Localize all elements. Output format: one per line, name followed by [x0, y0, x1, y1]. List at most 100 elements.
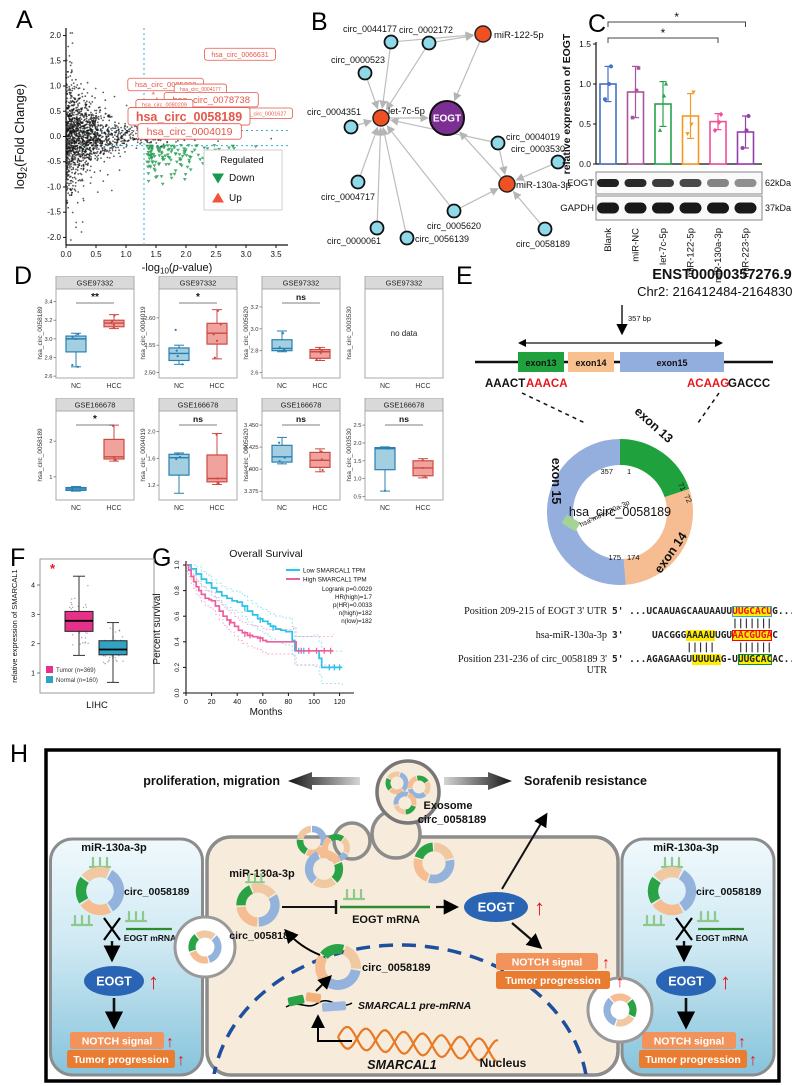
svg-text:hsa_circ_0005620: hsa_circ_0005620 [243, 306, 250, 360]
svg-text:circ_0044177: circ_0044177 [343, 24, 397, 34]
floating-circrnas [296, 825, 455, 889]
svg-text:hsa_circ_0005332: hsa_circ_0005332 [135, 80, 196, 89]
alignment-sequence: ||||||| [612, 618, 773, 629]
svg-text:1: 1 [627, 467, 631, 476]
svg-text:2.6: 2.6 [44, 374, 52, 380]
svg-text:Nucleus: Nucleus [480, 1056, 527, 1070]
alignment-seq-segment: UGU [714, 630, 733, 641]
svg-text:NOTCH signal: NOTCH signal [512, 957, 583, 969]
svg-text:3.0: 3.0 [44, 337, 52, 343]
svg-text:hsa_circ_0058189: hsa_circ_0058189 [37, 306, 44, 360]
alignment-seq-segment: 5' ...UCAAUAGCAAUAAUU [612, 606, 733, 617]
membrane-channels [173, 915, 654, 1044]
svg-text:3.2: 3.2 [44, 318, 52, 324]
subplot: GSE97332 hsa_circ_0058189 NC HCC 2.6 2.8 3.0 3.… [37, 276, 135, 390]
node-circrna [383, 34, 399, 50]
volcano-points [65, 32, 273, 241]
svg-text:3.0: 3.0 [240, 250, 252, 259]
svg-text:hsa_circ_0066631: hsa_circ_0066631 [211, 52, 268, 59]
svg-text:1.0: 1.0 [50, 82, 62, 91]
svg-text:1.5: 1.5 [353, 459, 361, 465]
alignment-seq-segment: 5' ...AGAGAAGU [612, 654, 693, 665]
svg-text:circ_0004717: circ_0004717 [321, 192, 375, 202]
network-nodes: circ_0044177 circ_0002172 miR-122-5p circ_0… [307, 24, 571, 249]
svg-text:EOGT: EOGT [96, 975, 132, 989]
svg-text:Down: Down [229, 173, 255, 184]
svg-text:2.0: 2.0 [147, 429, 155, 435]
svg-text:hsa_circ_0003530: hsa_circ_0003530 [346, 428, 353, 482]
svg-text:circ_0058189: circ_0058189 [696, 886, 762, 898]
svg-text:circ_0005620: circ_0005620 [427, 221, 481, 231]
boxplot-subplot: GSE97332 hsa_circ_0058189 NC HCC 2.6 2.8 3.0 3.… [37, 276, 135, 390]
svg-text:miR-130a-3p: miR-130a-3p [653, 842, 719, 854]
svg-text:2: 2 [31, 641, 35, 648]
svg-text:HCC: HCC [209, 505, 224, 512]
svg-text:0.0: 0.0 [174, 688, 181, 697]
node-circrna [350, 174, 366, 190]
node-circrna [421, 35, 437, 51]
svg-text:**: ** [91, 292, 99, 303]
svg-text:2: 2 [49, 439, 52, 445]
svg-text:60: 60 [259, 699, 267, 706]
svg-text:circ_0058189: circ_0058189 [362, 962, 431, 974]
svg-text:miR-130a-3p: miR-130a-3p [516, 180, 571, 191]
node-mirna [474, 25, 492, 43]
subplot: GSE166678 hsa_circ_0003530 NC HCC 0.5 1.0 1.5 2… [346, 398, 444, 512]
svg-text:1.0: 1.0 [579, 79, 591, 89]
svg-text:AAACT: AAACT [485, 378, 525, 390]
svg-text:3.400: 3.400 [244, 467, 259, 473]
svg-text:HCC: HCC [106, 383, 121, 390]
svg-text:40: 40 [233, 699, 241, 706]
svg-text:LIHC: LIHC [86, 700, 108, 711]
node-circrna [550, 154, 566, 170]
svg-text:GSE97332: GSE97332 [77, 279, 114, 288]
alignment-seq-segment: AC... 3' [772, 654, 792, 665]
svg-text:3.0: 3.0 [250, 327, 258, 333]
svg-text:Tumor progression: Tumor progression [505, 975, 600, 987]
svg-text:174: 174 [627, 553, 640, 562]
svg-text:EOGT: EOGT [433, 114, 461, 125]
svg-text:80: 80 [285, 699, 293, 706]
top-row: proliferation, migration Sorafenib resist… [143, 772, 647, 790]
svg-text:NC: NC [174, 505, 184, 512]
western-blots: EOGT 62kDa GAPDH 37kDa [560, 171, 791, 221]
svg-text:hsa_circ_0001627: hsa_circ_0001627 [242, 111, 287, 117]
volcano-legend: Regulated Down Up [203, 149, 283, 211]
svg-text:100: 100 [308, 699, 320, 706]
bar-category-labels: Blank miR-NC let-7c-5p miR-122-5p miR-130a-3… [603, 228, 752, 283]
panel-h-mechanism-schematic: proliferation, migration Sorafenib resist… [44, 748, 781, 1083]
svg-text:HCC: HCC [415, 383, 430, 390]
panel-label-h: H [10, 740, 29, 768]
svg-text:1.0: 1.0 [353, 477, 361, 483]
svg-text:0.5: 0.5 [90, 250, 102, 259]
svg-text:p(HR)=0.0033: p(HR)=0.0033 [333, 602, 373, 609]
svg-text:120: 120 [334, 699, 346, 706]
panel-c-barchart-blot: 0.0 0.5 1.0 1.5 relative expression of EOGT *… [560, 10, 791, 283]
panel-label-e: E [456, 262, 473, 290]
svg-text:NC: NC [71, 505, 81, 512]
svg-text:-1.5: -1.5 [47, 208, 61, 217]
svg-text:3.2: 3.2 [250, 305, 258, 311]
svg-text:Logrank p=0.0029: Logrank p=0.0029 [322, 586, 373, 593]
subplot: GSE97332 hsa_circ_0004019 NC HCC 2.50 2.55 2.6… [140, 276, 238, 390]
svg-text:EOGT: EOGT [478, 900, 515, 915]
svg-text:circ_0003530: circ_0003530 [511, 144, 565, 154]
node-circrna [369, 220, 385, 236]
svg-text:-2.0: -2.0 [47, 233, 61, 242]
svg-text:ns: ns [399, 414, 409, 424]
svg-text:-log10(p-value): -log10(p-value) [142, 262, 213, 276]
svg-text:HR(high)=1.7: HR(high)=1.7 [335, 594, 373, 601]
svg-text:Months: Months [250, 707, 283, 718]
svg-text:AAACA: AAACA [526, 378, 568, 390]
alignment-sequence: 3' UACGGGAAAAUUGUAACGUGAC 5' [612, 630, 792, 641]
svg-text:let-7c-5p: let-7c-5p [658, 228, 669, 265]
alignment-pipe-row: ||||||| [455, 618, 791, 629]
boxplot-subplot: GSE97332 hsa_circ_0005620 NC HCC 2.6 2.8 3.0 3.… [243, 276, 341, 390]
svg-text:↑: ↑ [177, 1052, 185, 1069]
svg-text:HCC: HCC [312, 505, 327, 512]
svg-text:Sorafenib resistance: Sorafenib resistance [524, 774, 647, 788]
svg-text:2.60: 2.60 [144, 316, 155, 322]
subplot: GSE97332 hsa_circ_0003530 NC HCC no data [346, 276, 444, 390]
subplot: GSE97332 hsa_circ_0005620 NC HCC 2.6 2.8 3.0 3.… [243, 276, 341, 390]
